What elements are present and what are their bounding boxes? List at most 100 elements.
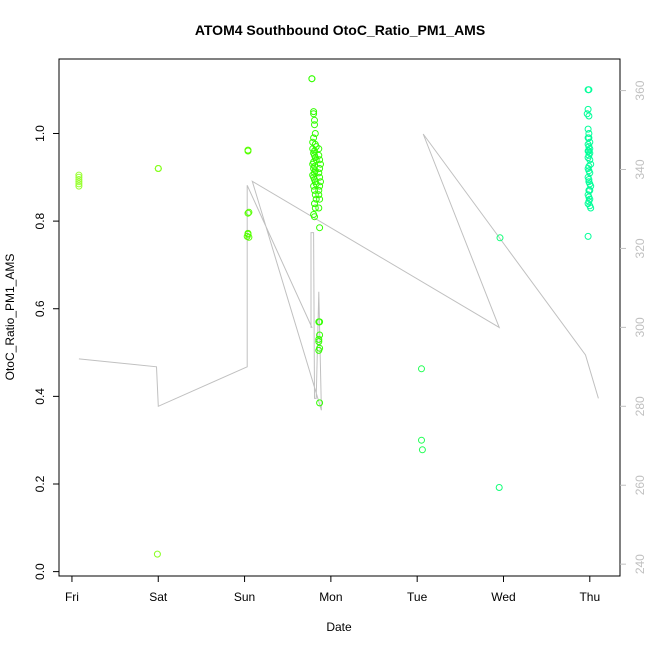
y-tick-label: 0.6 [33, 300, 47, 317]
data-point [316, 156, 324, 164]
data-point [495, 484, 503, 491]
data-point [75, 176, 83, 183]
data-point [315, 338, 323, 346]
data-point [311, 191, 319, 199]
data-point [584, 232, 592, 240]
x-tick-label: Wed [491, 590, 515, 604]
data-point [75, 171, 83, 179]
x-axis-label: Date [326, 620, 352, 634]
x-tick-label: Sat [149, 590, 168, 604]
data-point [418, 436, 425, 444]
plot-frame [58, 58, 621, 577]
data-point [316, 173, 324, 181]
data-point [585, 112, 593, 120]
y-tick-label: 1.0 [33, 125, 47, 142]
data-point [311, 204, 319, 212]
data-point [585, 86, 593, 94]
data-point [75, 180, 83, 188]
data-point [316, 165, 324, 172]
data-point [154, 165, 162, 172]
data-point [245, 208, 253, 216]
data-point [244, 209, 252, 217]
data-point [315, 145, 323, 153]
data-point [75, 178, 83, 186]
data-point [418, 446, 426, 454]
data-point [311, 200, 318, 208]
data-point [418, 365, 425, 373]
data-point [316, 182, 324, 190]
data-point [308, 75, 316, 83]
data-point [311, 116, 318, 124]
y-tick-label: 0.4 [33, 388, 47, 405]
y2-tick-label: 340 [633, 159, 647, 179]
data-point [317, 160, 324, 168]
data-point [310, 108, 318, 116]
axis-layer: Fri Sat Sun Mon Tue Wed Thu 0.0 0.2 0.4 0.6 0.8 1.0 2… [33, 80, 647, 604]
y2-tick-label: 280 [633, 396, 647, 416]
data-point [586, 169, 594, 177]
y2-tick-label: 320 [633, 238, 647, 258]
y2-tick-label: 240 [633, 554, 647, 574]
data-point [587, 204, 595, 212]
series-line [78, 133, 599, 411]
y-tick-label: 0.0 [33, 563, 47, 580]
data-point [316, 195, 324, 203]
data-point [585, 197, 593, 205]
data-point [586, 138, 594, 146]
data-point [316, 224, 324, 232]
data-point [245, 233, 253, 241]
data-point [315, 204, 323, 212]
data-point [244, 146, 252, 154]
data-point [584, 154, 592, 162]
data-point [311, 121, 318, 129]
data-point [315, 346, 323, 354]
x-tick-label: Mon [319, 590, 342, 604]
data-point [587, 182, 595, 190]
data-point [311, 213, 318, 221]
data-point [585, 134, 593, 142]
data-point [75, 182, 83, 190]
chart-title: ATOM4 Southbound OtoC_Ratio_PM1_AMS [195, 22, 485, 38]
data-point [315, 335, 323, 343]
data-point [316, 318, 324, 326]
x-tick-label: Thu [579, 590, 600, 604]
data-point [584, 105, 592, 113]
data-point [315, 186, 323, 194]
data-point [311, 169, 318, 177]
x-tick-label: Sun [234, 590, 255, 604]
data-point [311, 186, 318, 194]
data-point [585, 130, 593, 137]
x-tick-label: Fri [65, 590, 79, 604]
data-point [585, 176, 593, 183]
data-point [75, 173, 83, 181]
y2-tick-label: 260 [633, 475, 647, 495]
data-point [310, 110, 318, 118]
y-axis-label: OtoC_Ratio_PM1_AMS [3, 254, 17, 381]
data-point [317, 178, 324, 186]
data-point [586, 156, 594, 164]
data-point [311, 130, 319, 137]
data-point [315, 191, 323, 199]
data-point [309, 160, 317, 168]
data-point [496, 234, 504, 242]
data-point [586, 186, 594, 194]
data-point [584, 125, 592, 133]
data-point [584, 140, 592, 148]
y-tick-label: 0.2 [33, 475, 47, 492]
data-point [310, 134, 318, 142]
y2-tick-label: 360 [633, 80, 647, 100]
data-point [316, 399, 324, 407]
data-point [244, 229, 252, 237]
point-layer [75, 75, 595, 558]
data-point [315, 151, 323, 159]
y-tick-label: 0.8 [33, 212, 47, 229]
data-point [586, 145, 594, 153]
data-point [316, 331, 324, 339]
data-point [153, 550, 161, 558]
data-point [315, 169, 323, 177]
line-layer [78, 133, 599, 411]
x-tick-label: Tue [407, 590, 428, 604]
y2-tick-label: 300 [633, 317, 647, 337]
